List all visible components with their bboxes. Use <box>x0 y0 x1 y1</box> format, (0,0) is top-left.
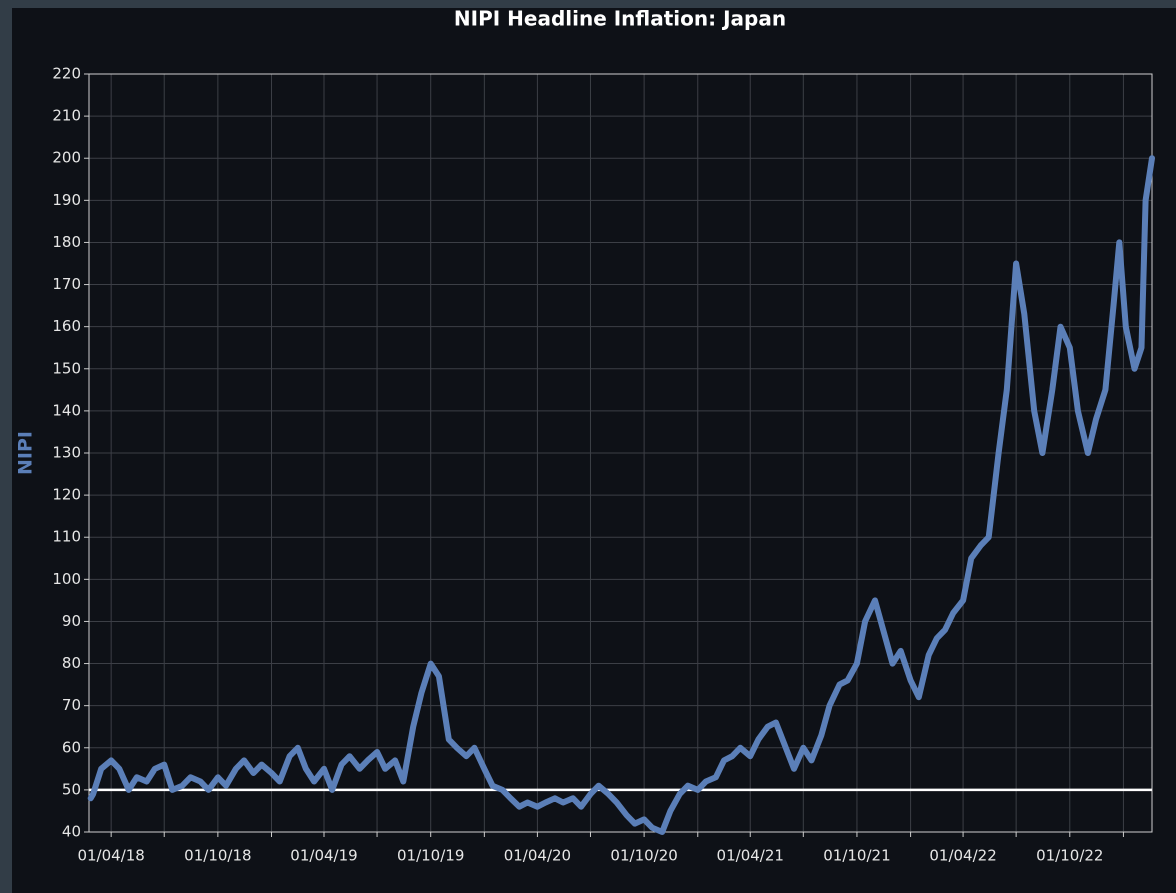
y-tick-label: 100 <box>52 570 81 588</box>
x-tick-label: 01/10/18 <box>184 847 251 865</box>
x-tick-label: 01/10/21 <box>823 847 890 865</box>
y-tick-label: 200 <box>52 149 81 167</box>
x-tick-label: 01/04/22 <box>929 847 996 865</box>
y-tick-label: 160 <box>52 317 81 335</box>
chart-title: NIPI Headline Inflation: Japan <box>454 7 786 31</box>
y-tick-label: 130 <box>52 444 81 462</box>
y-tick-label: 40 <box>62 823 81 841</box>
line <box>87 155 1155 835</box>
x-tick-label: 01/04/19 <box>290 847 357 865</box>
y-tick-label: 90 <box>62 612 81 630</box>
x-tick-label: 01/10/19 <box>397 847 464 865</box>
y-axis-label: NIPI <box>15 431 37 475</box>
y-tick-label: 150 <box>52 359 81 377</box>
x-tick-label: 01/04/21 <box>717 847 784 865</box>
y-tick-label: 190 <box>52 191 81 209</box>
x-tick-label: 01/10/22 <box>1036 847 1103 865</box>
y-tick-label: 110 <box>52 528 81 546</box>
y-tick-label: 180 <box>52 233 81 251</box>
y-tick-label: 170 <box>52 275 81 293</box>
y-tick-label: 120 <box>52 486 81 504</box>
y-tick-label: 60 <box>62 738 81 756</box>
x-tick-label: 01/04/18 <box>77 847 144 865</box>
y-tick-label: 50 <box>62 780 81 798</box>
panel <box>12 8 1176 893</box>
y-tick-label: 80 <box>62 654 81 672</box>
y-tick-label: 70 <box>62 696 81 714</box>
y-tick-label: 140 <box>52 401 81 419</box>
x-tick-label: 01/10/20 <box>610 847 677 865</box>
x-tick-label: 01/04/20 <box>504 847 571 865</box>
plot-frame <box>88 73 1153 833</box>
y-tick-label: 210 <box>52 107 81 125</box>
y-tick-label: 220 <box>52 65 81 83</box>
